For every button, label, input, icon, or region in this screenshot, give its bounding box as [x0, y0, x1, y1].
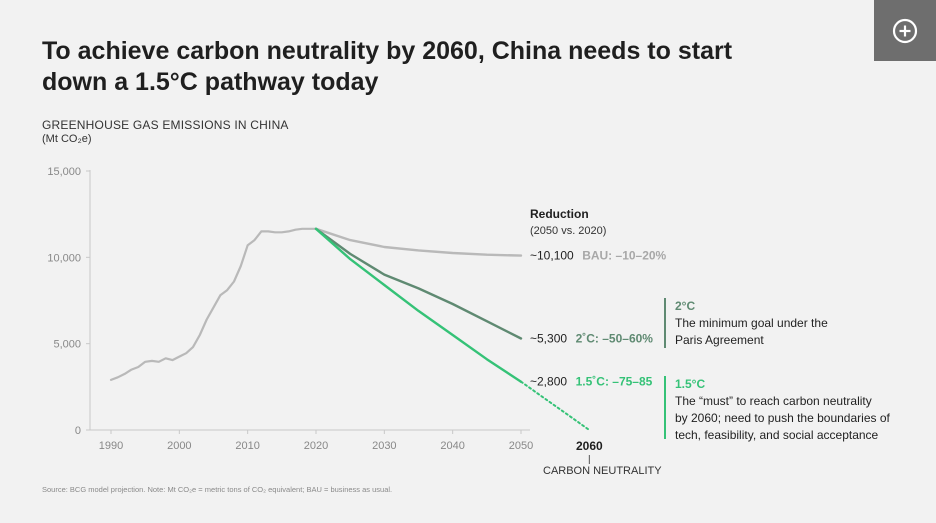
annotation-2c-line: The minimum goal under the — [675, 316, 828, 330]
source-note: Source: BCG model projection. Note: Mt C… — [42, 485, 393, 494]
annotation-15c-bar — [664, 376, 666, 439]
y-axis-unit: (Mt CO₂e) — [42, 133, 92, 145]
series-reduction-label-15c: 1.5˚C: –75–85 — [576, 375, 653, 389]
x-tick-label: 2000 — [167, 440, 191, 452]
x-tick-label: 2030 — [372, 440, 396, 452]
annotation-15c-line: The “must” to reach carbon neutrality — [675, 394, 872, 408]
annotation-2c-text: The minimum goal under the Paris Agreeme… — [675, 315, 828, 349]
series-end-value-15c: ~2,800 — [530, 375, 567, 389]
annotation-15c-line: by 2060; need to push the boundaries of — [675, 411, 890, 425]
y-tick-label: 15,000 — [47, 166, 81, 178]
series-end-value-2c: ~5,300 — [530, 331, 567, 345]
annotation-2c-bar — [664, 298, 666, 348]
x-tick-label: 1990 — [99, 440, 123, 452]
series-reduction-label-2c: 2˚C: –50–60% — [576, 331, 654, 345]
annotation-2c-title: 2°C — [675, 299, 696, 313]
neutrality-year-label: 2060 — [576, 439, 603, 453]
annotation-2c-line: Paris Agreement — [675, 333, 764, 347]
annotation-15c-line: tech, feasibility, and social acceptance — [675, 428, 879, 442]
series-line-15c — [314, 227, 523, 383]
y-tick-label: 10,000 — [47, 252, 81, 264]
x-tick-label: 2020 — [304, 440, 328, 452]
chart-title: GREENHOUSE GAS EMISSIONS IN CHINA — [42, 118, 289, 132]
page-title: To achieve carbon neutrality by 2060, Ch… — [42, 37, 733, 96]
series-line-2c — [314, 227, 523, 340]
annotation-15c-title: 1.5°C — [675, 377, 706, 391]
reduction-subheader: (2050 vs. 2020) — [530, 225, 606, 237]
series-reduction-label-bau: BAU: –10–20% — [582, 249, 666, 263]
annotation-15c-text: The “must” to reach carbon neutrality by… — [675, 393, 890, 444]
reduction-header: Reduction — [530, 207, 589, 221]
x-tick-label: 2040 — [440, 440, 464, 452]
historical-emissions-line — [109, 227, 318, 381]
plus-circle-icon — [892, 18, 918, 44]
x-tick-label: 2010 — [235, 440, 259, 452]
series-end-value-bau: ~10,100 — [530, 249, 574, 263]
y-tick-label: 5,000 — [53, 339, 81, 351]
x-tick-label: 2050 — [509, 440, 533, 452]
neutrality-label: CARBON NEUTRALITY — [543, 465, 662, 477]
y-tick-label: 0 — [75, 425, 81, 437]
series-line-bau — [314, 227, 523, 257]
expand-button[interactable] — [874, 0, 936, 61]
series-projection-15c — [520, 380, 591, 431]
